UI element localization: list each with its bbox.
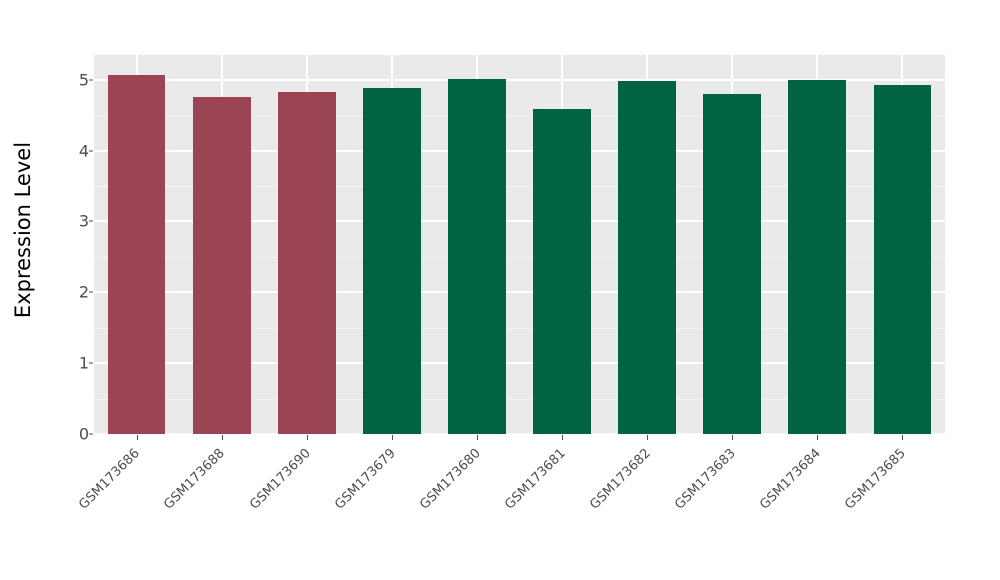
y-axis-tick-mark xyxy=(89,362,93,364)
x-axis-tick-mark xyxy=(476,435,478,440)
bar[interactable] xyxy=(873,84,932,434)
bar[interactable] xyxy=(448,79,506,434)
bar[interactable] xyxy=(703,93,762,434)
x-axis-tick-mark xyxy=(221,435,223,440)
y-axis-tick-label: 0 xyxy=(78,424,89,444)
x-axis-tick-mark xyxy=(136,435,138,440)
y-axis-tick-mark xyxy=(89,150,93,152)
x-axis-tick-mark xyxy=(732,435,734,440)
bar[interactable] xyxy=(618,80,677,434)
y-axis-tick-mark xyxy=(89,291,93,293)
plot-panel xyxy=(94,55,945,434)
x-axis-tick-label-text: GSM173685 xyxy=(842,446,910,513)
y-axis-tick-label: 1 xyxy=(78,353,89,373)
x-axis-tick-mark xyxy=(306,435,308,440)
gridline-minor xyxy=(94,115,945,117)
gridline-major xyxy=(94,220,945,223)
y-axis-ticks: 0 1 2 3 4 5 xyxy=(0,0,89,580)
bar[interactable] xyxy=(107,74,166,434)
y-axis-tick-label: 3 xyxy=(78,211,89,231)
x-axis-tick-label-text: GSM173682 xyxy=(587,446,654,513)
gridline-major xyxy=(94,362,945,365)
y-axis-tick-mark xyxy=(89,79,93,81)
x-axis-tick-label-text: GSM173684 xyxy=(757,446,824,513)
y-axis-tick-label: 4 xyxy=(78,141,89,161)
x-axis-tick-mark xyxy=(647,435,649,440)
x-axis-tick-mark xyxy=(391,435,393,440)
gridline-minor xyxy=(94,398,945,400)
x-axis-tick-label-text: GSM173683 xyxy=(672,446,739,513)
y-axis-tick-mark xyxy=(89,220,93,222)
bar[interactable] xyxy=(788,79,847,434)
bar[interactable] xyxy=(192,96,251,434)
gridline-minor xyxy=(94,186,945,188)
gridline-major xyxy=(94,433,945,434)
x-axis-tick-label-text: GSM173681 xyxy=(502,446,569,513)
y-axis-tick-label: 2 xyxy=(78,282,89,302)
x-axis-tick-label-text: GSM173688 xyxy=(161,446,229,513)
gridline-minor xyxy=(94,327,945,329)
gridline-major xyxy=(94,78,945,81)
bar[interactable] xyxy=(277,91,336,434)
gridline-major xyxy=(94,149,945,152)
gridline-major xyxy=(94,291,945,294)
x-axis-tick-mark xyxy=(562,435,564,440)
x-axis-tick-label-text: GSM173680 xyxy=(416,446,484,513)
bar[interactable] xyxy=(533,108,591,434)
x-axis-tick-mark xyxy=(902,435,904,440)
x-axis-tick-mark xyxy=(817,435,819,440)
gridline-minor xyxy=(94,256,945,258)
y-axis-tick-mark xyxy=(89,433,93,435)
x-axis-tick-label-text: GSM173690 xyxy=(246,446,314,513)
y-axis-tick-label: 5 xyxy=(78,70,89,90)
x-axis-tick-label-text: GSM173679 xyxy=(331,446,399,513)
bar[interactable] xyxy=(362,87,421,434)
